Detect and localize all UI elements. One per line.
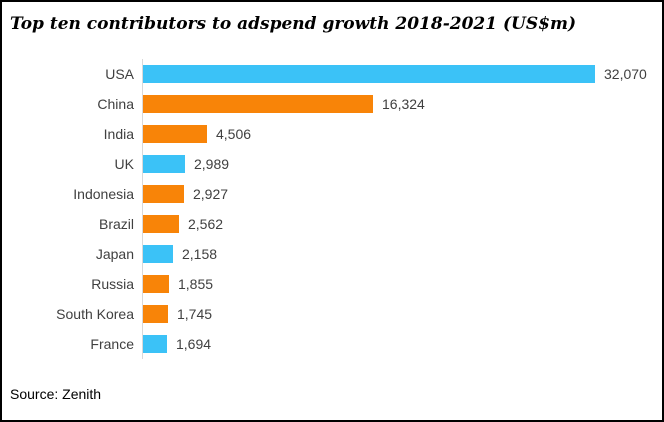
- bar-row: Brazil 2,562: [2, 209, 662, 239]
- bar-label: USA: [105, 66, 134, 82]
- bar-row: South Korea 1,745: [2, 299, 662, 329]
- bar-value: 32,070: [604, 66, 647, 82]
- bar-value: 2,158: [182, 246, 218, 262]
- bar-row: USA 32,070: [2, 59, 662, 89]
- bar-row: Russia 1,855: [2, 269, 662, 299]
- bar-label: China: [97, 96, 134, 112]
- bar-value: 1,745: [177, 306, 213, 322]
- bar: [143, 335, 167, 353]
- bar-value: 2,927: [193, 186, 229, 202]
- bar-label: Indonesia: [73, 186, 134, 202]
- bar-track: 1,855: [142, 269, 662, 299]
- bar-row: France 1,694: [2, 329, 662, 359]
- bar-label: Russia: [91, 276, 134, 292]
- bar-track: 1,745: [142, 299, 662, 329]
- bar: [143, 245, 173, 263]
- bar: [143, 185, 184, 203]
- bar-row: Japan 2,158: [2, 239, 662, 269]
- bar-track: 2,158: [142, 239, 662, 269]
- bar: [143, 215, 179, 233]
- chart-title: Top ten contributors to adspend growth 2…: [10, 14, 576, 34]
- bar-chart: USA 32,070 China 16,324 India 4,506 UK 2…: [2, 59, 662, 359]
- bar-label: India: [103, 126, 134, 142]
- bar: [143, 305, 168, 323]
- bar-track: 16,324: [142, 89, 662, 119]
- bar-label: South Korea: [56, 306, 134, 322]
- bar-track: 32,070: [142, 59, 662, 89]
- bar-track: 2,562: [142, 209, 662, 239]
- bar-label: Japan: [95, 246, 134, 262]
- chart-source: Source: Zenith: [10, 386, 102, 402]
- bar: [143, 155, 185, 173]
- bar-label: UK: [114, 156, 134, 172]
- bar-value: 2,562: [188, 216, 224, 232]
- bar-row: Indonesia 2,927: [2, 179, 662, 209]
- bar-row: China 16,324: [2, 89, 662, 119]
- bar: [143, 95, 373, 113]
- bar-value: 1,855: [178, 276, 214, 292]
- bar-track: 4,506: [142, 119, 662, 149]
- bar-track: 2,927: [142, 179, 662, 209]
- bar-track: 2,989: [142, 149, 662, 179]
- bar-label: France: [90, 336, 134, 352]
- bar-track: 1,694: [142, 329, 662, 359]
- bar-value: 4,506: [216, 126, 252, 142]
- bar: [143, 65, 595, 83]
- bar-row: India 4,506: [2, 119, 662, 149]
- bar: [143, 125, 207, 143]
- bar: [143, 275, 169, 293]
- bar-row: UK 2,989: [2, 149, 662, 179]
- bar-value: 1,694: [176, 336, 212, 352]
- bar-label: Brazil: [98, 216, 134, 232]
- bar-value: 16,324: [382, 96, 425, 112]
- bar-value: 2,989: [194, 156, 230, 172]
